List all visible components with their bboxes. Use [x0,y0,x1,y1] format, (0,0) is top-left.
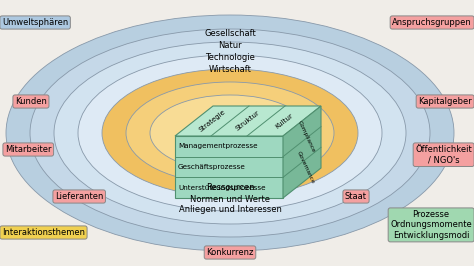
Polygon shape [175,106,321,136]
Polygon shape [283,106,321,198]
Text: Struktur: Struktur [235,110,261,132]
Text: Wirtschaft: Wirtschaft [209,64,251,73]
Text: Kapitalgeber: Kapitalgeber [418,97,472,106]
Text: Prozesse
Ordnungsmomente
Entwicklungsmodi: Prozesse Ordnungsmomente Entwicklungsmod… [390,210,472,240]
Text: Anliegen und Interessen: Anliegen und Interessen [179,206,282,214]
Text: Gesellschaft: Gesellschaft [204,28,256,38]
Text: Ressourcen: Ressourcen [206,184,255,193]
Text: Geschäftsprozesse: Geschäftsprozesse [178,164,246,170]
Text: Lieferanten: Lieferanten [55,192,103,201]
Text: Kunden: Kunden [15,97,47,106]
Text: Konkurrenz: Konkurrenz [206,248,254,257]
Text: Technologie: Technologie [205,52,255,61]
Ellipse shape [78,55,382,211]
Ellipse shape [126,82,334,184]
Text: Staat: Staat [345,192,367,201]
Ellipse shape [102,69,358,197]
Polygon shape [175,136,283,198]
Text: Öffentlichkeit
/ NGO's: Öffentlichkeit / NGO's [415,145,472,164]
Text: Governance: Governance [296,150,316,185]
Text: Strategie: Strategie [198,109,227,133]
Text: Kultur: Kultur [274,112,294,130]
Text: Normen und Werte: Normen und Werte [190,194,270,203]
Text: Umweltsphären: Umweltsphären [2,18,68,27]
Text: Compliance: Compliance [296,120,316,153]
Text: Mitarbeiter: Mitarbeiter [5,145,52,154]
Text: Unterstützungsprozesse: Unterstützungsprozesse [178,185,265,191]
Ellipse shape [6,15,454,251]
Ellipse shape [30,29,430,237]
Text: Anspruchsgruppen: Anspruchsgruppen [392,18,472,27]
Text: Natur: Natur [218,40,242,49]
Ellipse shape [54,42,406,224]
Ellipse shape [150,95,310,171]
Text: Managementprozesse: Managementprozesse [178,143,258,149]
Text: Interaktionsthemen: Interaktionsthemen [2,228,85,237]
